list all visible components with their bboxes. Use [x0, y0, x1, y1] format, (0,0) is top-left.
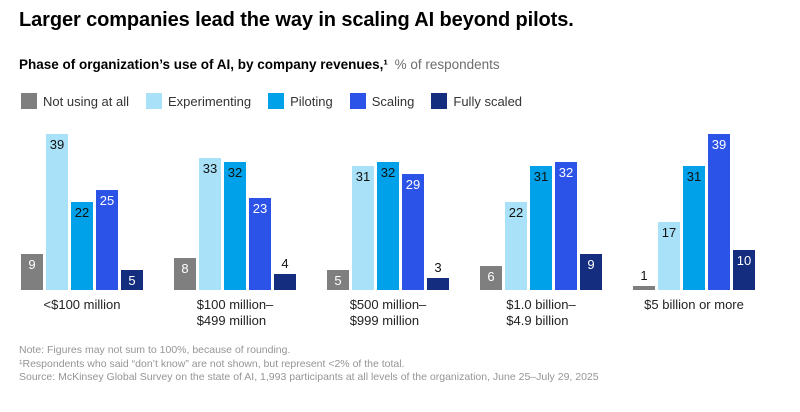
bar-value-label: 3 [434, 260, 442, 275]
bar-piloting: 31 [530, 166, 552, 290]
legend-label: Experimenting [168, 93, 252, 109]
bar-fully-scaled: 5 [121, 270, 143, 290]
bar-value-label: 17 [661, 225, 677, 240]
chart-group-3: 5 31 32 29 3 $500 million– $999 million [327, 130, 449, 329]
chart-group-1: 9 39 22 25 5 <$100 million [21, 130, 143, 329]
bar-value-label: 9 [28, 257, 36, 272]
bar-experimenting: 22 [505, 202, 527, 290]
bar-scaling: 29 [402, 174, 424, 290]
bar-value-label: 9 [587, 257, 595, 272]
footnote-note: Note: Figures may not sum to 100%, becau… [19, 344, 291, 356]
legend-item-not-using-at-all: Not using at all [21, 93, 129, 109]
category-label: $100 million– $499 million [197, 297, 274, 329]
legend-label: Scaling [371, 93, 415, 109]
bar-value-label: 4 [281, 256, 289, 271]
bar-cluster: 1 17 31 39 10 [633, 130, 755, 290]
bar-value-label: 33 [202, 161, 218, 176]
legend-swatch-experimenting [146, 93, 162, 109]
bar-value-label: 5 [128, 273, 136, 288]
bar-value-label: 31 [355, 169, 371, 184]
bar-not-using-at-all: 8 [174, 258, 196, 290]
bar-not-using-at-all: 6 [480, 266, 502, 290]
category-label-text: $1.0 billion– $4.9 billion [506, 297, 576, 328]
legend-swatch-piloting [268, 93, 285, 109]
legend-swatch-scaling [349, 93, 366, 109]
bar-value-label: 32 [558, 165, 574, 180]
bar-value-label: 5 [334, 273, 342, 288]
bar-value-label: 23 [252, 201, 268, 216]
bar-experimenting: 33 [199, 158, 221, 290]
category-label: $5 billion or more [644, 297, 744, 313]
bar-piloting: 32 [224, 162, 246, 290]
legend-label: Fully scaled [453, 93, 523, 109]
bar-not-using-at-all: 5 [327, 270, 349, 290]
bar-value-label: 32 [380, 165, 396, 180]
bar-cluster: 5 31 32 29 3 [327, 130, 449, 290]
chart-group-5: 1 17 31 39 10 $5 billion or more [633, 130, 755, 329]
chart-title: Larger companies lead the way in scaling… [19, 9, 574, 31]
legend-item-piloting: Piloting [268, 93, 333, 109]
bar-value-label: 31 [533, 169, 549, 184]
bar-piloting: 31 [683, 166, 705, 290]
legend-swatch-not-using-at-all [21, 93, 37, 109]
bar-value-label: 32 [227, 165, 243, 180]
bar-scaling: 32 [555, 162, 577, 290]
bar-value-label: 6 [487, 269, 495, 284]
legend-item-experimenting: Experimenting [146, 93, 251, 109]
category-label: <$100 million [44, 297, 121, 313]
bar-cluster: 6 22 31 32 9 [480, 130, 602, 290]
legend-swatch-fully-scaled [431, 93, 448, 109]
category-label-text: $500 million– $999 million [349, 297, 427, 328]
bar-scaling: 25 [96, 190, 118, 290]
bar-not-using-at-all: 9 [21, 254, 43, 290]
bar-scaling: 39 [708, 134, 730, 290]
bar-value-label: 39 [49, 137, 65, 152]
legend-item-scaling: Scaling [349, 93, 415, 109]
bar-fully-scaled: 3 [427, 260, 449, 290]
chart-group-4: 6 22 31 32 9 $1.0 billion– $4.9 billion [480, 130, 602, 329]
bar-value-label: 25 [99, 193, 115, 208]
bar-piloting: 22 [71, 202, 93, 290]
legend-label: Not using at all [43, 93, 129, 109]
category-label: $500 million– $999 million [350, 297, 427, 329]
bar-fully-scaled: 9 [580, 254, 602, 290]
legend-item-fully-scaled: Fully scaled [431, 93, 522, 109]
bar-experimenting: 31 [352, 166, 374, 290]
bar-piloting: 32 [377, 162, 399, 290]
footnote-source: Source: McKinsey Global Survey on the st… [19, 371, 599, 383]
bar-value-label: 22 [508, 205, 524, 220]
footnote-respondents: ¹Respondents who said “don’t know” are n… [19, 357, 405, 370]
bar-scaling: 23 [249, 198, 271, 290]
subtitle-main: Phase of organization’s use of AI, by co… [19, 57, 388, 72]
legend-label: Piloting [290, 93, 333, 109]
bar-value-label: 1 [640, 268, 648, 283]
bar-not-using-at-all: 1 [633, 268, 655, 290]
bar-value-label: 10 [736, 253, 752, 268]
bar-value-label: 39 [711, 137, 727, 152]
bar-cluster: 9 39 22 25 5 [21, 130, 143, 290]
footnotes: Note: Figures may not sum to 100%, becau… [19, 344, 599, 385]
bar-experimenting: 17 [658, 222, 680, 290]
bar-value-label: 29 [405, 177, 421, 192]
category-label: $1.0 billion– $4.9 billion [506, 297, 575, 329]
bar-value-label: 31 [686, 169, 702, 184]
subtitle-unit: % of respondents [394, 57, 500, 72]
bar-cluster: 8 33 32 23 4 [174, 130, 296, 290]
chart-group-2: 8 33 32 23 4 $100 million– $499 million [174, 130, 296, 329]
bar-value-label: 8 [181, 261, 189, 276]
legend: Not using at all Experimenting Piloting Sca… [21, 93, 522, 109]
category-label-text: $100 million– $499 million [196, 297, 274, 328]
category-label-text: <$100 million [43, 297, 121, 312]
chart-subtitle: Phase of organization’s use of AI, by co… [19, 56, 500, 73]
bar-fully-scaled: 10 [733, 250, 755, 290]
bar-experimenting: 39 [46, 134, 68, 290]
bar-value-label: 22 [74, 205, 90, 220]
bar-chart: 9 39 22 25 5 <$100 million 8 33 32 23 4 $100 millio… [21, 130, 755, 329]
category-label-text: $5 billion or more [644, 297, 744, 312]
bar-fully-scaled: 4 [274, 256, 296, 290]
